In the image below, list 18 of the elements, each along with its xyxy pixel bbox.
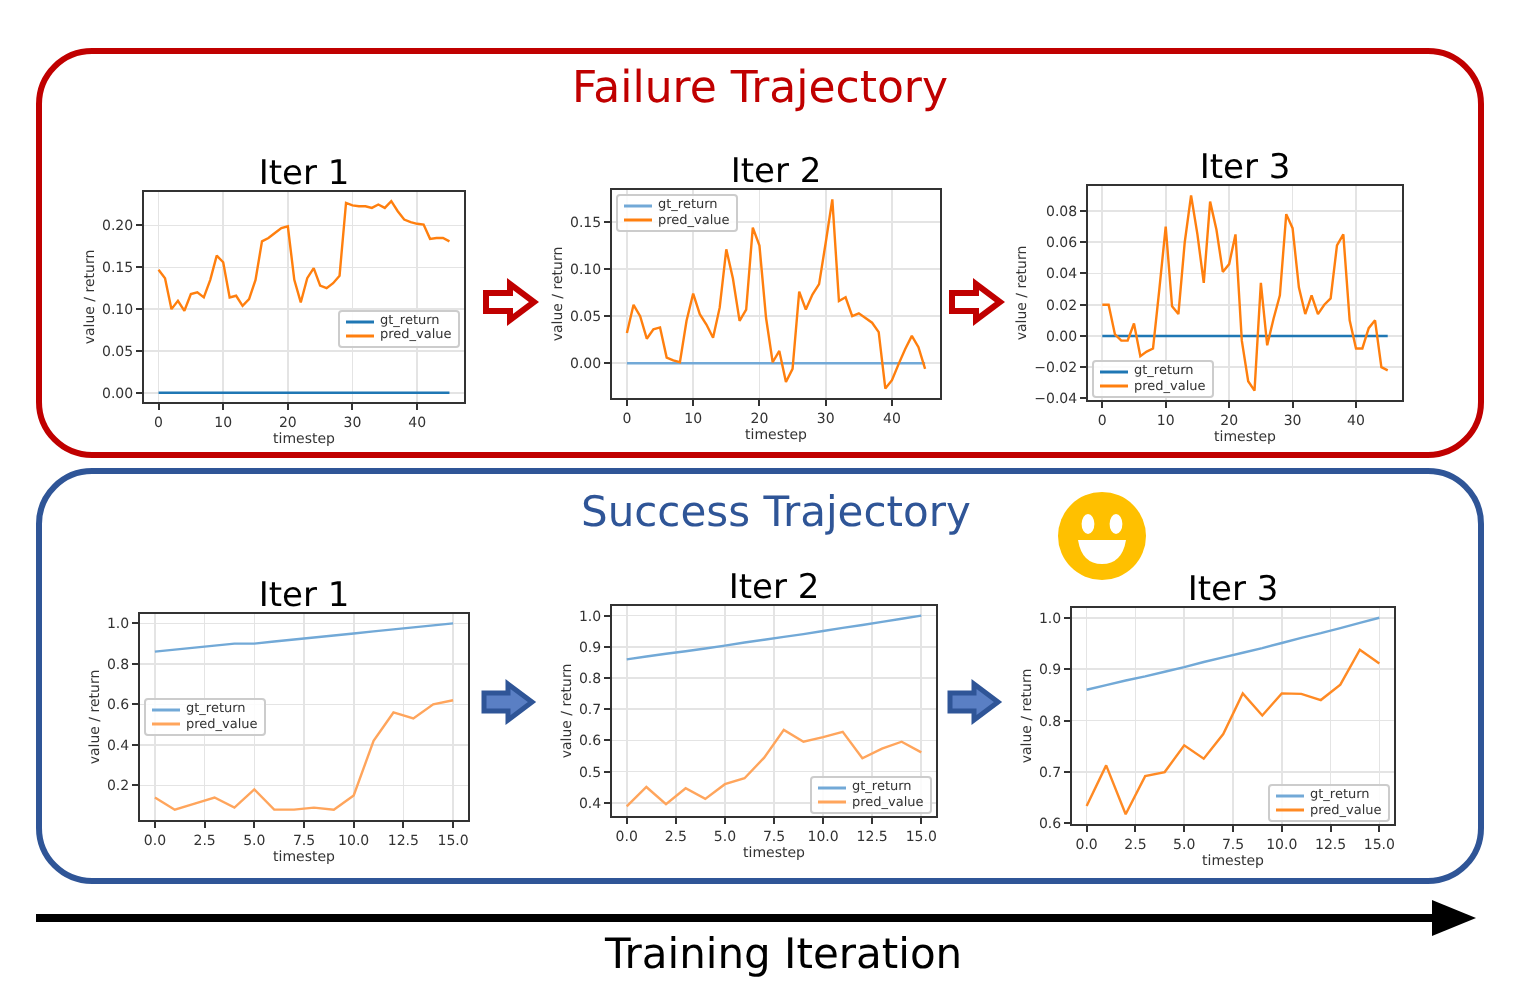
text: Training Iteration (605, 930, 963, 979)
line-series (1101, 194, 1389, 392)
text: Success Trajectory (581, 488, 971, 537)
text: Failure Trajectory (572, 64, 948, 115)
chart-title: Iter 2 (730, 152, 822, 192)
line-series (1085, 616, 1381, 691)
line-series (1085, 648, 1381, 816)
chart-title: Iter 1 (258, 154, 350, 194)
chart-title: Iter 3 (1187, 570, 1279, 610)
line-series (153, 622, 455, 653)
line-series (625, 614, 923, 661)
line-series (153, 699, 455, 811)
chart-title: Iter 2 (728, 568, 820, 608)
line-series (625, 198, 927, 390)
chart-title: Iter 1 (258, 576, 350, 616)
chart-title: Iter 3 (1199, 148, 1291, 188)
line-series (625, 728, 923, 808)
line-series (157, 200, 451, 312)
